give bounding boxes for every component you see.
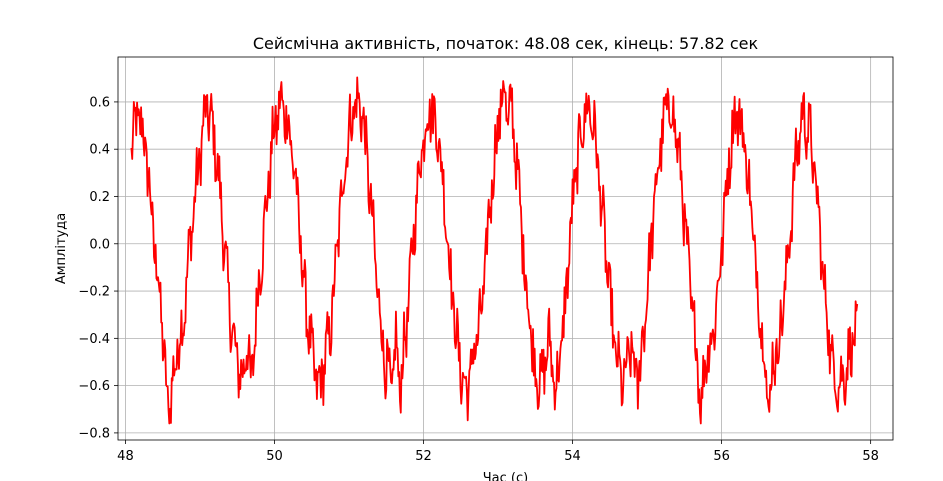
y-tick-label: −0.4	[78, 332, 110, 347]
chart-title: Сейсмічна активність, початок: 48.08 сек…	[253, 34, 759, 53]
y-tick-label: 0.6	[89, 95, 110, 110]
y-axis-label: Амплітуда	[54, 213, 69, 284]
y-tick-label: −0.6	[78, 379, 110, 394]
x-tick-label: 52	[415, 449, 432, 464]
y-tick-label: −0.8	[78, 426, 110, 441]
y-axis-ticks: −0.8 −0.6 −0.4 −0.2 0.0 0.2 0.4 0.6	[78, 95, 118, 441]
y-tick-label: 0.4	[89, 143, 110, 158]
y-tick-label: −0.2	[78, 285, 110, 300]
x-tick-label: 58	[862, 449, 879, 464]
seismic-series-line	[130, 76, 859, 425]
x-tick-label: 56	[713, 449, 730, 464]
series-layer	[130, 76, 859, 425]
x-tick-label: 48	[117, 449, 134, 464]
x-axis-ticks: 48 50 52 54 56 58	[117, 440, 879, 464]
x-tick-label: 54	[564, 449, 581, 464]
y-tick-label: 0.2	[89, 190, 110, 205]
plot-frame	[117, 56, 894, 441]
x-axis-label: Час (с)	[483, 471, 528, 481]
y-tick-label: 0.0	[89, 237, 110, 252]
x-tick-label: 50	[266, 449, 283, 464]
